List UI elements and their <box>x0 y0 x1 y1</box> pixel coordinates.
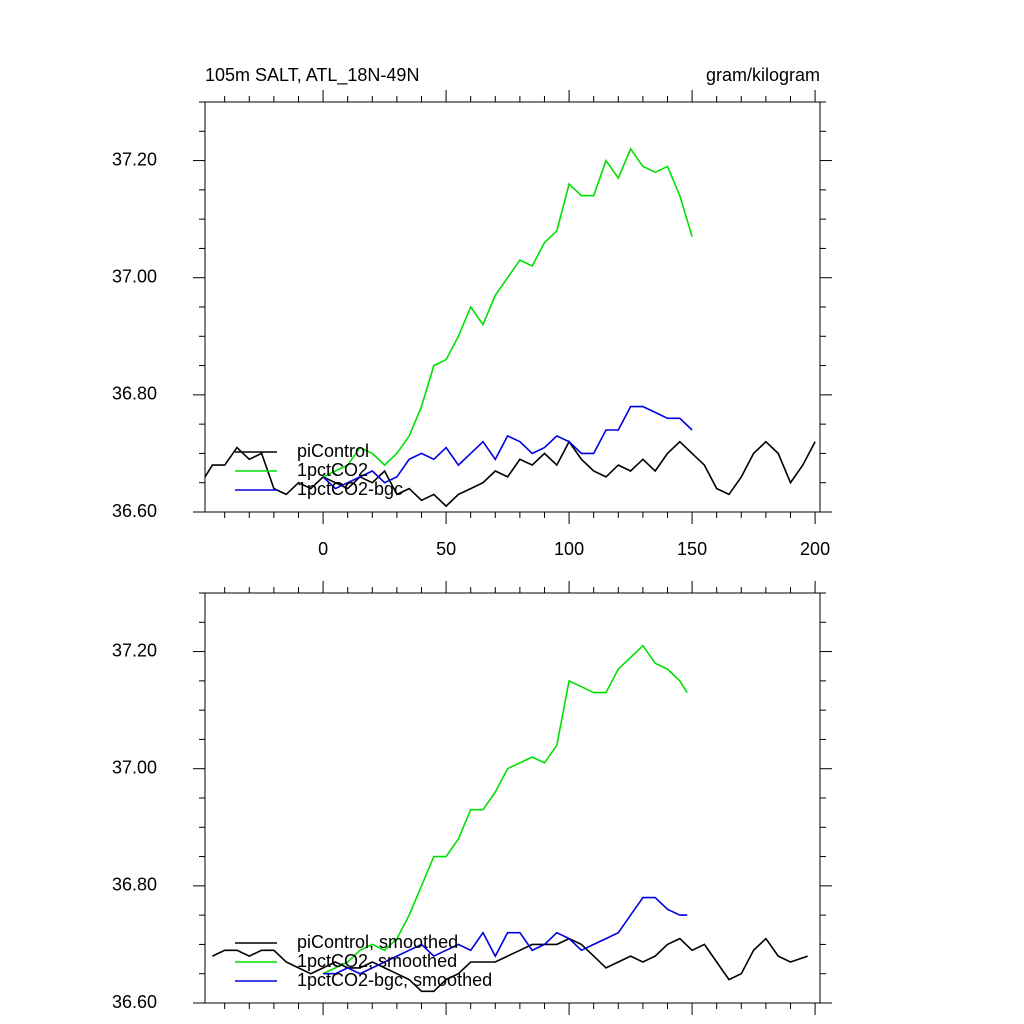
legend-label: piControl, smoothed <box>297 932 458 952</box>
series-line <box>322 147 693 478</box>
series-line <box>204 440 816 508</box>
x-tick-label: 50 <box>436 539 456 559</box>
y-tick-label: 36.80 <box>112 384 157 404</box>
y-tick-label: 36.60 <box>112 501 157 521</box>
x-tick-label: 100 <box>554 539 584 559</box>
y-tick-label: 36.80 <box>112 875 157 895</box>
series-line <box>323 896 688 975</box>
series-line <box>322 644 688 975</box>
legend-label: 1pctCO2-bgc <box>297 479 403 499</box>
units-label: gram/kilogram <box>706 65 820 85</box>
series-line <box>322 405 693 490</box>
legend-label: 1pctCO2-bgc, smoothed <box>297 970 492 990</box>
x-tick-label: 200 <box>800 539 830 559</box>
x-tick-label: 150 <box>677 539 707 559</box>
y-tick-label: 36.60 <box>112 992 157 1012</box>
y-tick-label: 37.20 <box>112 149 157 169</box>
chart-title: 105m SALT, ATL_18N-49N <box>205 65 419 86</box>
legend-label: 1pctCO2 <box>297 460 368 480</box>
series-line <box>212 937 808 993</box>
legend-label: 1pctCO2, smoothed <box>297 951 457 971</box>
y-tick-label: 37.00 <box>112 757 157 777</box>
y-tick-label: 37.20 <box>112 640 157 660</box>
legend-label: piControl <box>297 441 369 461</box>
y-tick-label: 37.00 <box>112 266 157 286</box>
x-tick-label: 0 <box>318 539 328 559</box>
